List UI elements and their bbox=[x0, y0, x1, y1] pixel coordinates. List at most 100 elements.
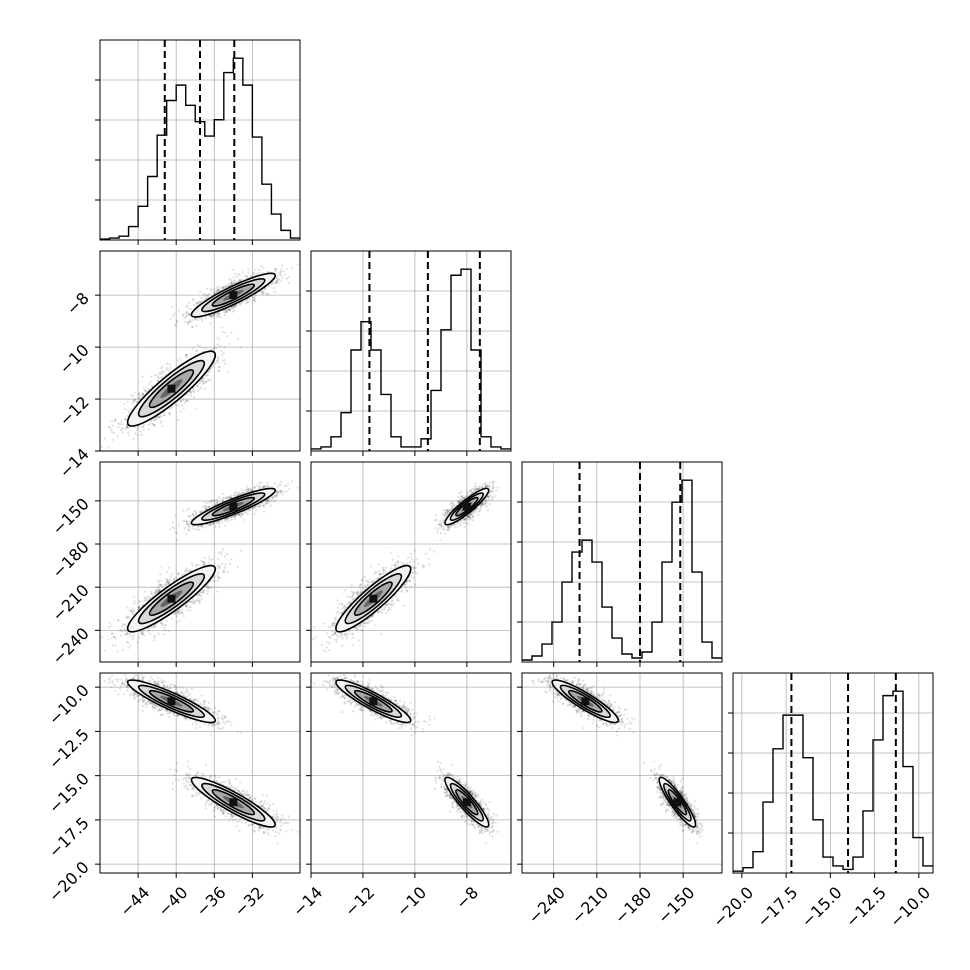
scatter-point bbox=[127, 434, 130, 437]
scatter-point bbox=[189, 605, 192, 608]
scatter-point bbox=[133, 392, 136, 395]
scatter-point bbox=[188, 600, 191, 603]
scatter-point bbox=[182, 615, 185, 618]
scatter-point bbox=[188, 314, 191, 317]
scatter-point bbox=[185, 305, 188, 309]
scatter-point bbox=[156, 589, 159, 592]
scatter-point bbox=[128, 609, 131, 612]
scatter-point bbox=[183, 321, 186, 324]
scatter-point bbox=[121, 630, 124, 633]
scatter-point bbox=[109, 624, 112, 627]
scatter-point bbox=[205, 586, 209, 589]
scatter-point bbox=[186, 568, 189, 571]
scatter-point bbox=[207, 294, 210, 297]
scatter-point bbox=[216, 343, 219, 346]
scatter-point bbox=[154, 624, 157, 627]
scatter-point bbox=[235, 281, 238, 284]
scatter-point bbox=[203, 563, 206, 566]
scatter-point bbox=[261, 290, 264, 293]
scatter-point bbox=[153, 634, 157, 637]
scatter-point bbox=[239, 303, 242, 306]
scatter-point bbox=[227, 519, 230, 523]
scatter-point bbox=[185, 311, 188, 314]
scatter-point bbox=[189, 514, 192, 517]
scatter-point bbox=[132, 399, 135, 402]
scatter-point bbox=[191, 326, 194, 329]
scatter-point bbox=[218, 577, 221, 580]
scatter-point bbox=[189, 520, 192, 523]
scatter-point bbox=[221, 562, 224, 566]
scatter-point bbox=[246, 300, 249, 304]
scatter-point bbox=[156, 376, 159, 379]
scatter-point bbox=[164, 624, 167, 627]
scatter-panel-0-2: −240−210−180−150 bbox=[48, 461, 301, 668]
scatter-point bbox=[260, 265, 263, 268]
scatter-point bbox=[185, 354, 188, 357]
scatter-point bbox=[180, 404, 183, 407]
scatter-point bbox=[175, 612, 178, 615]
scatter-point bbox=[212, 347, 216, 350]
scatter-point bbox=[142, 428, 145, 431]
scatter-point bbox=[201, 591, 205, 594]
scatter-point bbox=[169, 575, 172, 578]
scatter-point bbox=[216, 288, 220, 291]
scatter-point bbox=[261, 289, 264, 292]
scatter-point bbox=[126, 426, 129, 429]
scatter-point bbox=[111, 636, 114, 639]
scatter-point bbox=[205, 374, 208, 377]
scatter-point bbox=[185, 399, 188, 403]
scatter-point bbox=[252, 272, 255, 275]
scatter-point bbox=[153, 374, 157, 377]
scatter-point bbox=[221, 354, 224, 357]
scatter-point bbox=[169, 366, 172, 369]
scatter-point bbox=[160, 621, 163, 625]
scatter-point bbox=[200, 524, 204, 527]
scatter-point bbox=[241, 491, 245, 494]
scatter-point bbox=[266, 484, 269, 488]
scatter-point bbox=[221, 330, 224, 334]
scatter-point bbox=[207, 585, 210, 588]
scatter-point bbox=[230, 281, 233, 284]
scatter-point bbox=[154, 591, 157, 594]
scatter-point bbox=[216, 286, 219, 289]
scatter-point bbox=[184, 605, 187, 608]
scatter-point bbox=[248, 509, 251, 512]
scatter-point bbox=[142, 630, 145, 633]
scatter-point bbox=[217, 312, 220, 316]
scatter-point bbox=[94, 448, 96, 450]
scatter-point bbox=[285, 490, 288, 493]
scatter-point bbox=[195, 349, 198, 352]
scatter-point bbox=[225, 310, 228, 314]
scatter-point bbox=[176, 610, 179, 613]
scatter-point bbox=[217, 361, 220, 364]
scatter-point bbox=[233, 515, 236, 518]
scatter-point bbox=[217, 575, 220, 579]
scatter-point bbox=[232, 515, 236, 518]
scatter-point bbox=[250, 489, 253, 492]
scatter-point bbox=[189, 391, 192, 394]
scatter-point bbox=[183, 527, 186, 530]
scatter-point bbox=[279, 279, 282, 282]
scatter-point bbox=[191, 527, 194, 530]
scatter-point bbox=[165, 583, 168, 586]
scatter-point bbox=[165, 366, 169, 370]
scatter-point bbox=[191, 347, 194, 351]
scatter-point bbox=[237, 513, 240, 516]
scatter-point bbox=[108, 425, 111, 429]
scatter-point bbox=[199, 316, 202, 320]
scatter-point bbox=[177, 610, 180, 613]
scatter-point bbox=[117, 422, 120, 425]
scatter-point bbox=[159, 421, 162, 424]
scatter-point bbox=[253, 299, 256, 302]
scatter-point bbox=[200, 319, 204, 322]
scatter-point bbox=[159, 573, 162, 576]
scatter-point bbox=[253, 485, 256, 488]
scatter-point bbox=[166, 580, 169, 583]
density-peak bbox=[229, 291, 238, 300]
scatter-point bbox=[288, 281, 291, 285]
scatter-point bbox=[129, 408, 132, 411]
density-peak bbox=[167, 384, 176, 393]
scatter-point bbox=[257, 482, 261, 485]
scatter-point bbox=[233, 281, 236, 285]
scatter-point bbox=[230, 281, 233, 285]
